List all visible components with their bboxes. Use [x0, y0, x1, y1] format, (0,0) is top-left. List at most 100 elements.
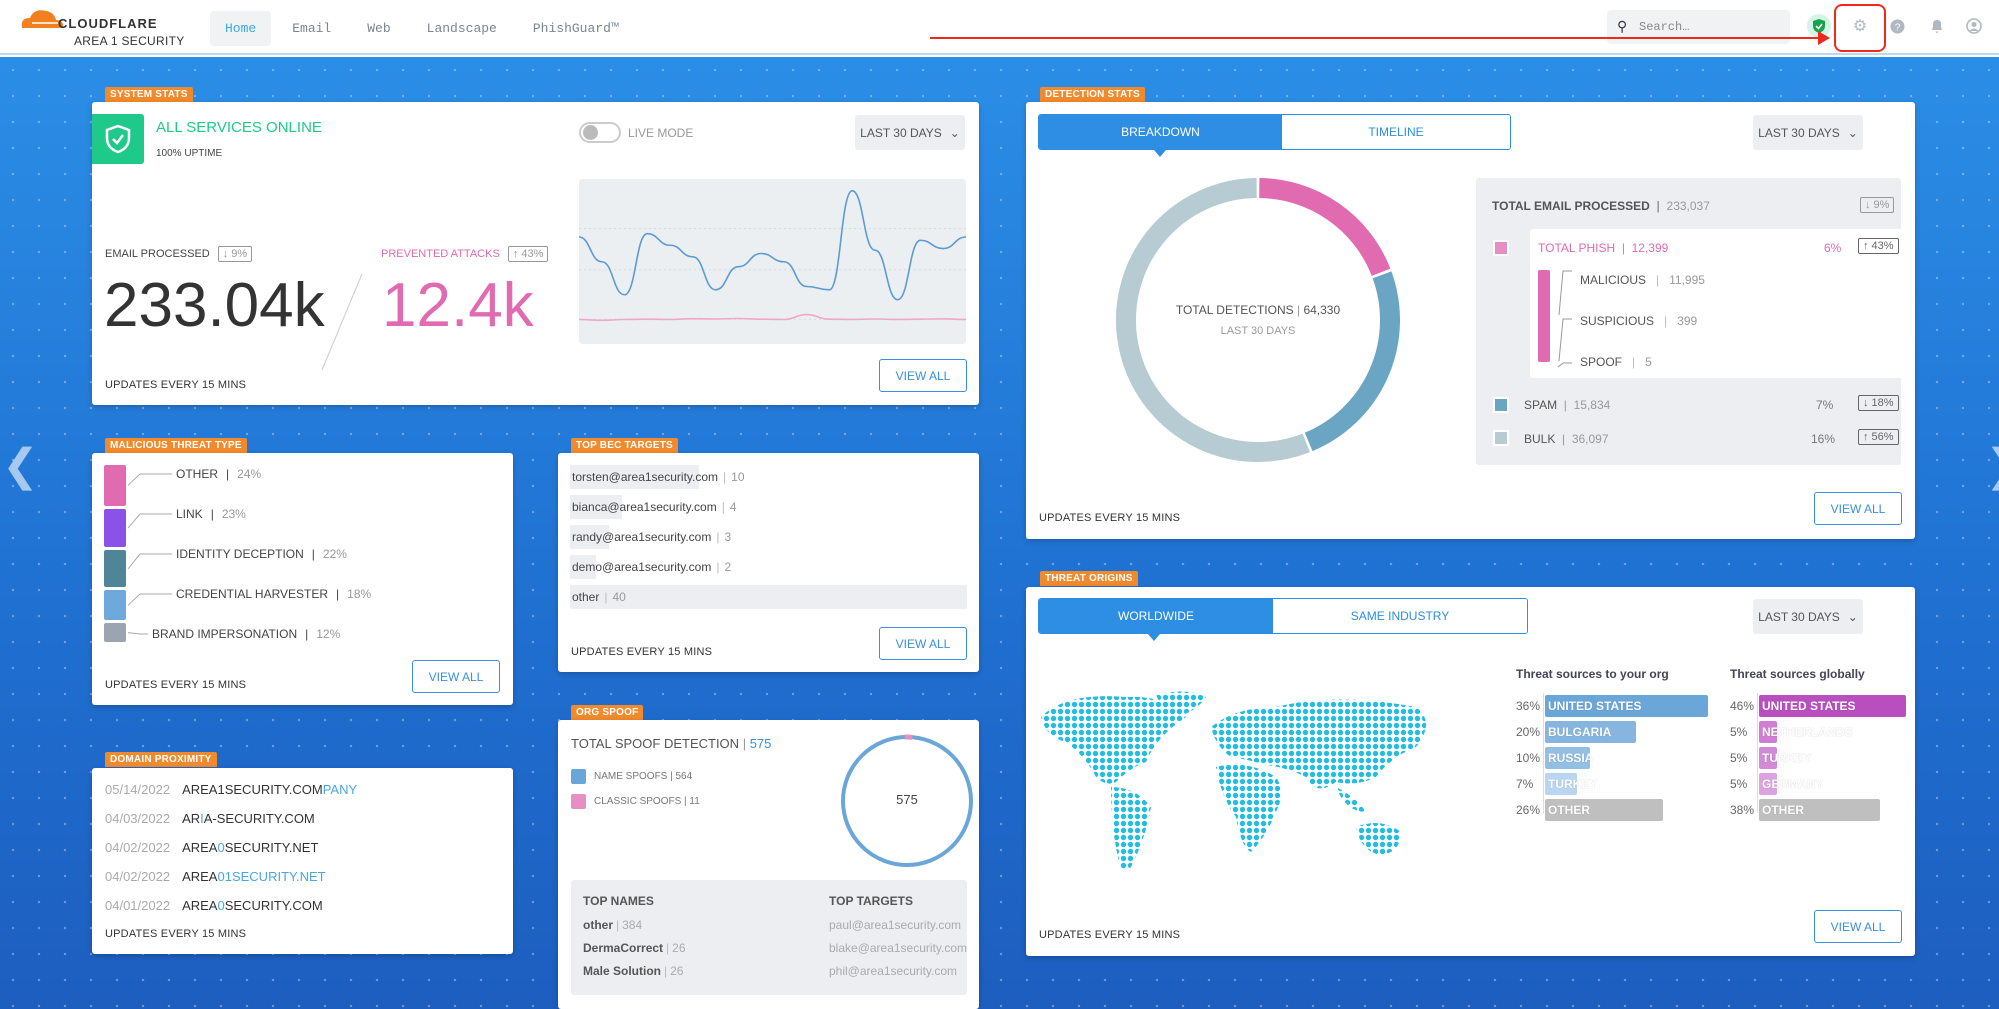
origin-bar[interactable]: UNITED STATES — [1759, 695, 1906, 717]
threat-type-block — [104, 508, 126, 548]
bulk-label: BULK — [1524, 432, 1556, 446]
tab-breakdown[interactable]: BREAKDOWN — [1039, 115, 1282, 149]
phish-sub-label: MALICIOUS — [1580, 273, 1647, 287]
domain-rest: A-SECURITY.COM — [203, 811, 315, 826]
phish-stack-bar — [1538, 270, 1550, 362]
updates-text: UPDATES EVERY 15 MINS — [1039, 512, 1181, 524]
axis-line — [1757, 693, 1758, 813]
bec-item[interactable]: other | 40 — [572, 590, 626, 604]
top-target-item: paul@area1security.com — [829, 918, 962, 932]
origin-bar[interactable]: NETHERLANDS — [1759, 721, 1853, 743]
origin-bar[interactable]: UNITED STATES — [1545, 695, 1708, 717]
phish-value: 12,399 — [1631, 241, 1669, 255]
nav-email[interactable]: Email — [292, 21, 332, 36]
threat-type-label: IDENTITY DECEPTION — [176, 547, 304, 561]
bec-item[interactable]: randy@area1security.com | 3 — [572, 530, 732, 544]
system-stats-range-dropdown[interactable]: LAST 30 DAYS ⌄ — [855, 115, 965, 150]
origin-bar[interactable]: GERMANY — [1759, 773, 1823, 795]
nav-phishguard[interactable]: PhishGuard™ — [532, 21, 619, 36]
detection-view-all-button[interactable]: VIEW ALL — [1814, 492, 1902, 525]
threat-type-pct: 22% — [322, 547, 347, 561]
updates-text: UPDATES EVERY 15 MINS — [1039, 929, 1181, 941]
org-spoof-tag: ORG SPOOF — [571, 705, 644, 720]
origin-bar[interactable]: TURKEY — [1545, 773, 1597, 795]
origins-view-all-button[interactable]: VIEW ALL — [1814, 910, 1902, 943]
updates-text: UPDATES EVERY 15 MINS — [105, 928, 247, 940]
gear-icon[interactable]: ⚙ — [1852, 18, 1868, 35]
range-label: LAST 30 DAYS — [1758, 125, 1840, 140]
phish-breakdown: TOTAL PHISH | 12,399 6% ↑ 43% MALICIOUS |… — [1530, 229, 1903, 378]
bec-view-all-button[interactable]: VIEW ALL — [879, 627, 967, 660]
bec-item[interactable]: bianca@area1security.com | 4 — [572, 500, 737, 514]
name-spoofs-label: NAME SPOOFS | 564 — [594, 771, 693, 782]
bec-email: other — [572, 590, 600, 604]
cloudflare-logo[interactable]: CLOUDFLARE AREA 1 SECURITY — [18, 6, 188, 48]
carousel-prev-icon[interactable]: ❮ — [2, 441, 39, 490]
origin-country: BULGARIA — [1548, 725, 1612, 739]
help-icon[interactable]: ? — [1885, 14, 1909, 38]
nav-web[interactable]: Web — [367, 21, 391, 36]
bec-count: 10 — [731, 470, 745, 484]
bec-bar — [570, 495, 622, 519]
threat-type-item: IDENTITY DECEPTION | 22% — [176, 547, 347, 561]
detection-range-dropdown[interactable]: LAST 30 DAYS ⌄ — [1753, 115, 1863, 150]
domain-date: 04/02/2022 — [105, 869, 171, 884]
donut-total: 64,330 — [1303, 303, 1341, 317]
nav-home[interactable]: Home — [210, 11, 272, 46]
detection-tabs: BREAKDOWN TIMELINE — [1038, 114, 1511, 150]
bec-item[interactable]: demo@area1security.com | 2 — [572, 560, 732, 574]
bell-icon[interactable] — [1925, 14, 1949, 38]
threat-type-block — [104, 623, 126, 642]
bulk-swatch — [1493, 430, 1509, 446]
bec-email: torsten@area1security.com — [572, 470, 719, 484]
donut-label: TOTAL DETECTIONS — [1175, 303, 1294, 317]
shield-check-icon[interactable] — [1807, 14, 1831, 38]
donut-subtitle: LAST 30 DAYS — [1220, 325, 1296, 337]
domain-diff: 0 — [217, 898, 225, 913]
top-name: Male Solution — [583, 964, 661, 978]
prevented-attacks-label: PREVENTED ATTACKS — [381, 248, 500, 260]
origin-bar[interactable]: RUSSIA — [1545, 747, 1593, 769]
domain-base: AREA — [182, 898, 218, 913]
domain-diff: I — [200, 811, 204, 826]
origin-pct: 5% — [1730, 777, 1748, 791]
live-mode-toggle[interactable] — [579, 122, 621, 143]
origin-bar[interactable]: OTHER — [1545, 799, 1663, 821]
origins-range-dropdown[interactable]: LAST 30 DAYS ⌄ — [1753, 599, 1863, 634]
malicious-threat-view-all-button[interactable]: VIEW ALL — [412, 660, 500, 693]
domain-proximity-tag: DOMAIN PROXIMITY — [105, 752, 217, 767]
spam-pct: 7% — [1816, 398, 1834, 412]
system-stats-view-all-button[interactable]: VIEW ALL — [879, 359, 967, 392]
domain-rest: SECURITY.NET — [224, 840, 319, 855]
tab-worldwide[interactable]: WORLDWIDE — [1039, 599, 1274, 633]
global-sources-title: Threat sources globally — [1730, 667, 1865, 681]
nav-landscape[interactable]: Landscape — [426, 21, 497, 36]
email-processed-header: EMAIL PROCESSED ↓ 9% — [105, 246, 253, 262]
threat-origins-card: WORLDWIDE SAME INDUSTRY LAST 30 DAYS ⌄ Th… — [1026, 587, 1915, 956]
domain-item: 04/03/2022 ARIA-SECURITY.COM — [105, 811, 315, 826]
origin-bar[interactable]: TURKEY — [1759, 747, 1811, 769]
origin-country: OTHER — [1762, 803, 1804, 817]
system-stats-card: ALL SERVICES ONLINE 100% UPTIME LIVE MOD… — [92, 102, 979, 405]
phish-sub-label: SUSPICIOUS — [1580, 314, 1655, 328]
bec-count: 2 — [724, 560, 732, 574]
world-map — [1041, 691, 1426, 871]
bulk-arc — [1116, 178, 1310, 462]
bulk-pct: 16% — [1811, 432, 1836, 446]
carousel-next-icon[interactable]: ❯ — [1985, 440, 1999, 491]
origin-bar[interactable]: OTHER — [1759, 799, 1881, 821]
total-change-badge: ↓ 9% — [1860, 197, 1895, 213]
origin-pct: 20% — [1516, 725, 1541, 739]
detection-stats-tag: DETECTION STATS — [1040, 87, 1145, 102]
tab-timeline[interactable]: TIMELINE — [1281, 115, 1510, 149]
bec-email: randy@area1security.com — [572, 530, 712, 544]
tab-same-industry[interactable]: SAME INDUSTRY — [1273, 599, 1527, 633]
spam-value: 15,834 — [1573, 398, 1611, 412]
main-nav: Home Email Web Landscape PhishGuard™ — [210, 11, 634, 46]
phish-change-badge: ↑ 43% — [1858, 238, 1899, 254]
origin-country: GERMANY — [1762, 777, 1824, 791]
bec-item[interactable]: torsten@area1security.com | 10 — [572, 470, 745, 484]
origin-pct: 46% — [1730, 699, 1755, 713]
user-icon[interactable] — [1962, 14, 1986, 38]
origin-bar[interactable]: BULGARIA — [1545, 721, 1636, 743]
